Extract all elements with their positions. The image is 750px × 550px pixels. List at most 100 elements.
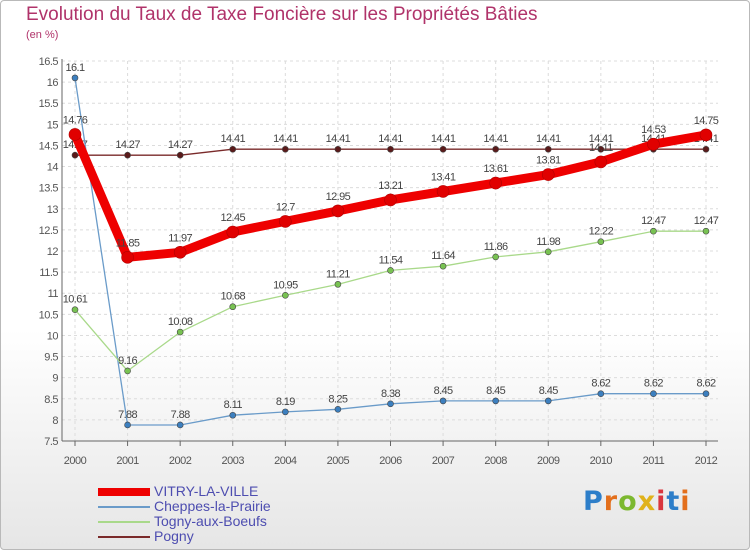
data-label: 11.54 <box>379 254 403 266</box>
y-tick-label: 10 <box>47 330 59 342</box>
x-tick-label: 2003 <box>222 455 245 467</box>
data-point <box>699 128 713 142</box>
data-point <box>334 281 342 288</box>
y-tick-label: 12 <box>47 246 59 258</box>
data-label: 12.45 <box>220 212 245 224</box>
data-point <box>124 421 131 429</box>
data-point <box>282 292 289 299</box>
data-label: 14.41 <box>536 133 561 145</box>
x-tick-label: 2005 <box>327 455 350 467</box>
data-point <box>282 145 289 153</box>
data-label: 12.22 <box>589 226 614 238</box>
data-label: 14.41 <box>273 133 298 145</box>
data-label: 14.76 <box>63 114 88 126</box>
data-point <box>124 367 131 375</box>
data-label: 8.19 <box>276 396 295 408</box>
data-point <box>647 137 660 151</box>
data-point <box>282 408 289 416</box>
legend-swatch-togny <box>98 521 150 523</box>
logo-letter: o <box>618 486 638 517</box>
x-tick-label: 2009 <box>537 455 560 467</box>
data-label: 11.98 <box>536 236 560 248</box>
data-point <box>541 168 555 181</box>
data-point <box>229 411 237 419</box>
y-tick-label: 15 <box>47 119 59 131</box>
data-label: 13.81 <box>536 155 561 167</box>
data-label: 14.41 <box>483 133 508 145</box>
legend-item-pogny: Pogny <box>98 529 338 544</box>
data-point <box>229 145 237 153</box>
data-label: 10.08 <box>168 316 193 328</box>
data-label: 8.62 <box>644 378 663 390</box>
y-tick-label: 12.5 <box>39 225 59 237</box>
y-tick-label: 13 <box>47 204 59 216</box>
data-label: 11.86 <box>484 241 508 253</box>
data-label: 8.45 <box>486 385 505 397</box>
data-point <box>71 74 79 82</box>
data-point <box>489 176 502 190</box>
data-point <box>544 397 552 405</box>
legend-label-cheppes: Cheppes-la-Prairie <box>154 498 271 514</box>
data-label: 9.16 <box>118 355 137 367</box>
legend-label-vitry: VITRY-LA-VILLE <box>154 483 259 499</box>
data-label: 13.21 <box>378 180 403 192</box>
logo-letter: i <box>656 486 667 517</box>
data-point <box>387 400 394 408</box>
x-tick-label: 2001 <box>116 455 139 467</box>
data-label: 8.11 <box>224 399 243 411</box>
data-label: 10.61 <box>63 294 88 306</box>
data-label: 12.95 <box>326 191 351 203</box>
data-label: 13.41 <box>431 171 456 183</box>
data-label: 11.21 <box>326 268 350 280</box>
legend-swatch-pogny <box>98 536 150 538</box>
data-label: 7.88 <box>171 409 190 421</box>
legend-label-pogny: Pogny <box>154 528 194 544</box>
x-tick-label: 2000 <box>64 455 87 467</box>
data-point <box>226 225 240 239</box>
y-tick-label: 15.5 <box>39 98 59 110</box>
logo-letter: t <box>666 486 681 517</box>
data-label: 10.68 <box>220 291 245 303</box>
data-label: 14.41 <box>326 133 351 145</box>
data-label: 14.27 <box>168 139 193 151</box>
data-point <box>124 151 131 159</box>
data-point <box>121 251 134 264</box>
x-tick-label: 2002 <box>169 455 192 467</box>
data-point <box>71 306 79 313</box>
legend-swatch-vitry <box>98 488 150 496</box>
data-point <box>334 145 342 153</box>
data-label: 14.41 <box>220 133 245 145</box>
y-tick-label: 9 <box>52 373 58 385</box>
data-point <box>331 204 345 218</box>
data-point <box>544 145 552 153</box>
data-label: 11.64 <box>431 250 455 262</box>
data-label: 14.75 <box>694 115 719 127</box>
legend-item-vitry: VITRY-LA-VILLE <box>98 484 338 499</box>
data-point <box>492 145 499 153</box>
y-tick-label: 13.5 <box>39 183 59 195</box>
data-label: 14.41 <box>378 133 403 145</box>
data-label: 8.45 <box>434 385 453 397</box>
data-point <box>68 128 82 141</box>
data-point <box>544 248 552 256</box>
data-label: 12.47 <box>694 215 719 227</box>
logo-letter: r <box>603 486 619 517</box>
data-label: 12.47 <box>641 215 666 227</box>
x-tick-label: 2011 <box>643 455 665 467</box>
data-label: 14.41 <box>589 133 614 145</box>
x-tick-label: 2004 <box>274 455 297 467</box>
logo-letter: P <box>583 486 604 517</box>
data-label: 12.7 <box>276 201 295 213</box>
data-label: 8.25 <box>328 393 347 405</box>
y-tick-label: 16 <box>47 77 59 89</box>
data-point <box>176 328 184 336</box>
x-tick-label: 2010 <box>590 455 613 467</box>
logo-letter: x <box>637 486 657 517</box>
data-label: 10.95 <box>273 279 298 291</box>
data-point <box>702 390 710 398</box>
data-label: 8.38 <box>381 388 400 400</box>
data-point <box>229 303 237 311</box>
proxiti-logo: Proxiti <box>583 486 691 517</box>
chart-title: Evolution du Taux de Taxe Foncière sur l… <box>26 4 538 25</box>
